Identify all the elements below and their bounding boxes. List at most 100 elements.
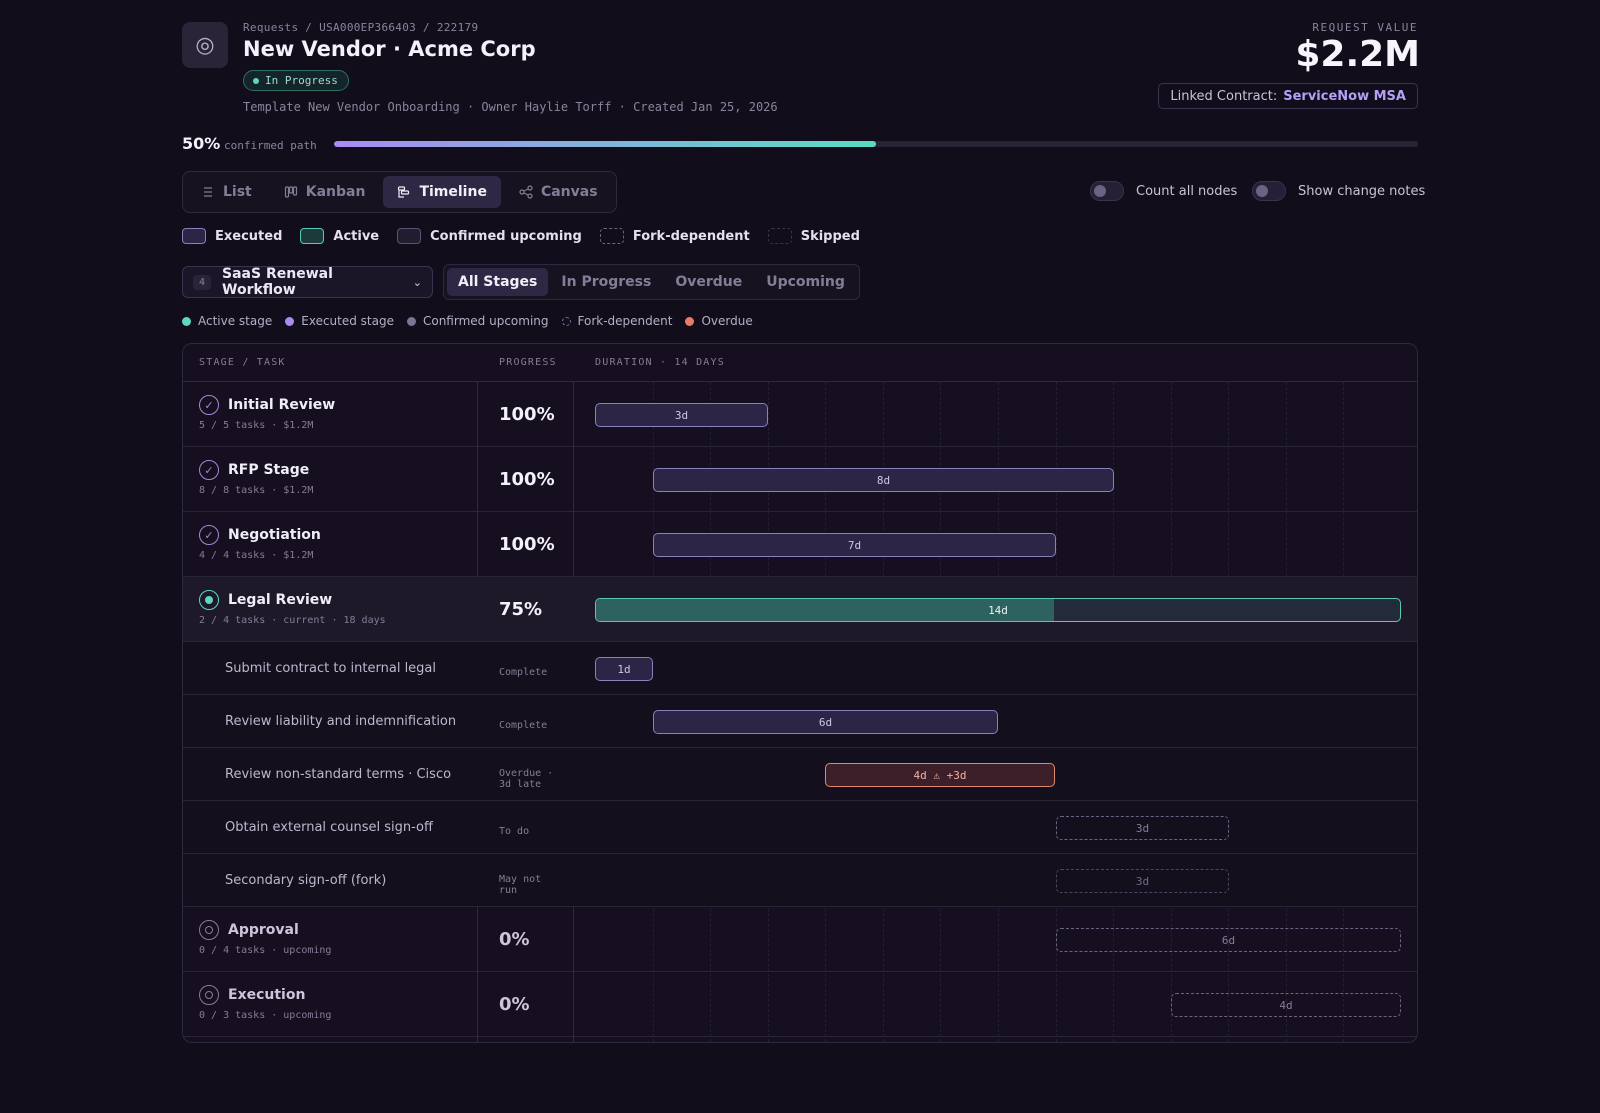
- timeline-bar-label: 3d: [1135, 821, 1150, 835]
- show-change-notes-toggle[interactable]: [1252, 181, 1286, 201]
- skipped-swatch: [767, 228, 792, 244]
- timeline-bar[interactable]: 7d: [653, 533, 1056, 557]
- legend-confirmed-upcoming-label: Confirmed upcoming: [422, 314, 549, 328]
- legend-fork-dependent-label: Fork-dependent: [577, 314, 673, 328]
- tab-kanban[interactable]: Kanban: [270, 176, 380, 208]
- bar-legend: Executed Active Confirmed upcoming Fork-…: [182, 228, 860, 244]
- timeline-bar[interactable]: 3d: [595, 403, 768, 427]
- timeline-bar-fill: [596, 599, 1055, 621]
- legend-active-label: Active: [333, 228, 380, 244]
- task-status-line: To do: [499, 826, 530, 837]
- filter-overdue[interactable]: Overdue: [675, 274, 743, 290]
- timeline-bar-label: 3d: [1135, 874, 1150, 888]
- legend-active: Active: [300, 228, 379, 244]
- request-icon: ◎: [182, 22, 228, 68]
- stage-row[interactable]: Approval 0 / 4 tasks · upcoming 0% 6d: [183, 907, 1417, 972]
- legend-active-stage: Active stage: [182, 314, 272, 328]
- table-header: STAGE / TASK PROGRESS DURATION · 14 DAYS: [183, 344, 1417, 382]
- timeline-icon: [398, 186, 410, 198]
- tab-canvas-label: Canvas: [540, 184, 598, 200]
- legend-active-stage-label: Active stage: [198, 314, 273, 328]
- timeline-bar[interactable]: 3d: [1056, 869, 1229, 893]
- task-name: Review liability and indemnification: [225, 714, 457, 729]
- fork-dot-icon: [561, 316, 571, 326]
- linked-contract[interactable]: Linked Contract: ServiceNow MSA: [1158, 83, 1418, 109]
- tab-list-label: List: [223, 184, 252, 200]
- timeline-bar[interactable]: 8d: [653, 468, 1114, 492]
- task-row[interactable]: Review liability and indemnification Comp…: [183, 695, 1417, 748]
- check-circle-icon: ✓: [199, 395, 219, 415]
- task-row[interactable]: Secondary sign-off (fork) May not run 3d: [183, 854, 1417, 907]
- overdue-dot-icon: [685, 316, 695, 326]
- status-dot-icon: [253, 77, 259, 84]
- tab-kanban-label: Kanban: [305, 184, 366, 200]
- task-status-line: 3d late: [499, 779, 542, 790]
- task-name: Secondary sign-off (fork): [225, 873, 387, 888]
- count-all-nodes-toggle[interactable]: [1090, 181, 1124, 201]
- tab-list[interactable]: List: [187, 176, 266, 208]
- legend-confirmed: Confirmed upcoming: [397, 228, 582, 244]
- fork-swatch: [599, 228, 624, 244]
- list-icon: [204, 187, 212, 197]
- request-value-label: REQUEST VALUE: [1312, 21, 1418, 34]
- legend-overdue-label: Overdue: [701, 314, 753, 328]
- timeline-bar[interactable]: 1d: [595, 657, 653, 681]
- stage-row[interactable]: ✓ Negotiation 4 / 4 tasks · $1.2M 100% 7d: [183, 512, 1417, 577]
- timeline-bar[interactable]: 4d ⚠ +3d: [825, 763, 1055, 787]
- breadcrumb[interactable]: Requests / USA000EP366403 / 222179: [243, 21, 479, 34]
- show-change-notes-setting: Show change notes: [1252, 181, 1425, 201]
- stage-row[interactable]: Execution 0 / 3 tasks · upcoming 0% 4d: [183, 972, 1417, 1037]
- stage-progress: 100%: [499, 534, 555, 555]
- legend-skipped-label: Skipped: [800, 228, 860, 244]
- timeline-bar-label: 1d: [617, 662, 631, 676]
- active-stage-icon: [199, 590, 219, 610]
- check-circle-icon: ✓: [199, 525, 219, 545]
- task-status-line: Complete: [499, 720, 548, 731]
- task-row[interactable]: Obtain external counsel sign-off To do 3d: [183, 801, 1417, 854]
- stage-progress: 100%: [499, 404, 555, 425]
- timeline-bar-label: 14d: [988, 603, 1008, 617]
- timeline-bar[interactable]: 4d: [1171, 993, 1401, 1017]
- task-row[interactable]: Submit contract to internal legal Complet…: [183, 642, 1417, 695]
- workflow-count: 4: [193, 274, 212, 290]
- stage-summary: 8 / 8 tasks · $1.2M: [199, 485, 314, 496]
- stage-summary: 2 / 4 tasks · current · 18 days: [199, 615, 386, 626]
- tab-canvas[interactable]: Canvas: [505, 176, 612, 208]
- task-name: Review non-standard terms · Cisco: [225, 767, 452, 782]
- timeline-bar-label: 4d: [1279, 998, 1293, 1012]
- stage-legend: Active stage Executed stage Confirmed up…: [182, 314, 753, 328]
- filter-all-stages[interactable]: All Stages: [447, 268, 549, 296]
- linked-contract-link[interactable]: ServiceNow MSA: [1283, 88, 1406, 104]
- confirmed-swatch: [397, 228, 422, 244]
- progress-percent: 50%: [182, 134, 221, 153]
- progress-bar: [334, 141, 1418, 147]
- stage-row[interactable]: ✓ RFP Stage 8 / 8 tasks · $1.2M 100% 8d: [183, 447, 1417, 512]
- stage-row[interactable]: ✓ Initial Review 5 / 5 tasks · $1.2M 100% 3d: [183, 382, 1417, 447]
- progress-bar-fill: [334, 141, 876, 147]
- view-tabs: List Kanban Timeline Canvas: [182, 171, 617, 213]
- request-meta: Template New Vendor Onboarding · Owner H…: [243, 100, 778, 114]
- kanban-icon: [284, 186, 297, 198]
- upcoming-stage-icon: [199, 920, 219, 940]
- workflow-select[interactable]: 4 SaaS Renewal Workflow ⌄: [182, 266, 433, 298]
- task-status: To do: [499, 826, 529, 837]
- page-title: New Vendor · Acme Corp: [243, 37, 536, 61]
- filter-in-progress[interactable]: In Progress: [561, 274, 652, 290]
- canvas-icon: [519, 185, 533, 199]
- stage-filter-tabs: All Stages In Progress Overdue Upcoming: [443, 264, 860, 300]
- legend-fork-dependent: Fork-dependent: [561, 314, 673, 328]
- legend-executed-stage: Executed stage: [285, 314, 394, 328]
- timeline-table: STAGE / TASK PROGRESS DURATION · 14 DAYS…: [182, 343, 1418, 1043]
- tab-timeline[interactable]: Timeline: [383, 176, 501, 208]
- task-row[interactable]: Review non-standard terms · Cisco Overdue…: [183, 748, 1417, 801]
- timeline-bar-label: 7d: [847, 538, 862, 552]
- filter-upcoming[interactable]: Upcoming: [766, 274, 845, 290]
- timeline-bar[interactable]: 6d: [653, 710, 998, 734]
- stage-progress: 0%: [499, 929, 530, 950]
- stage-name: Execution: [228, 987, 306, 1003]
- timeline-bar[interactable]: 6d: [1056, 928, 1401, 952]
- status-label: In Progress: [265, 74, 338, 87]
- stage-row[interactable]: Legal Review 2 / 4 tasks · current · 18 d…: [183, 577, 1417, 642]
- timeline-bar[interactable]: 14d: [595, 598, 1401, 622]
- timeline-bar[interactable]: 3d: [1056, 816, 1229, 840]
